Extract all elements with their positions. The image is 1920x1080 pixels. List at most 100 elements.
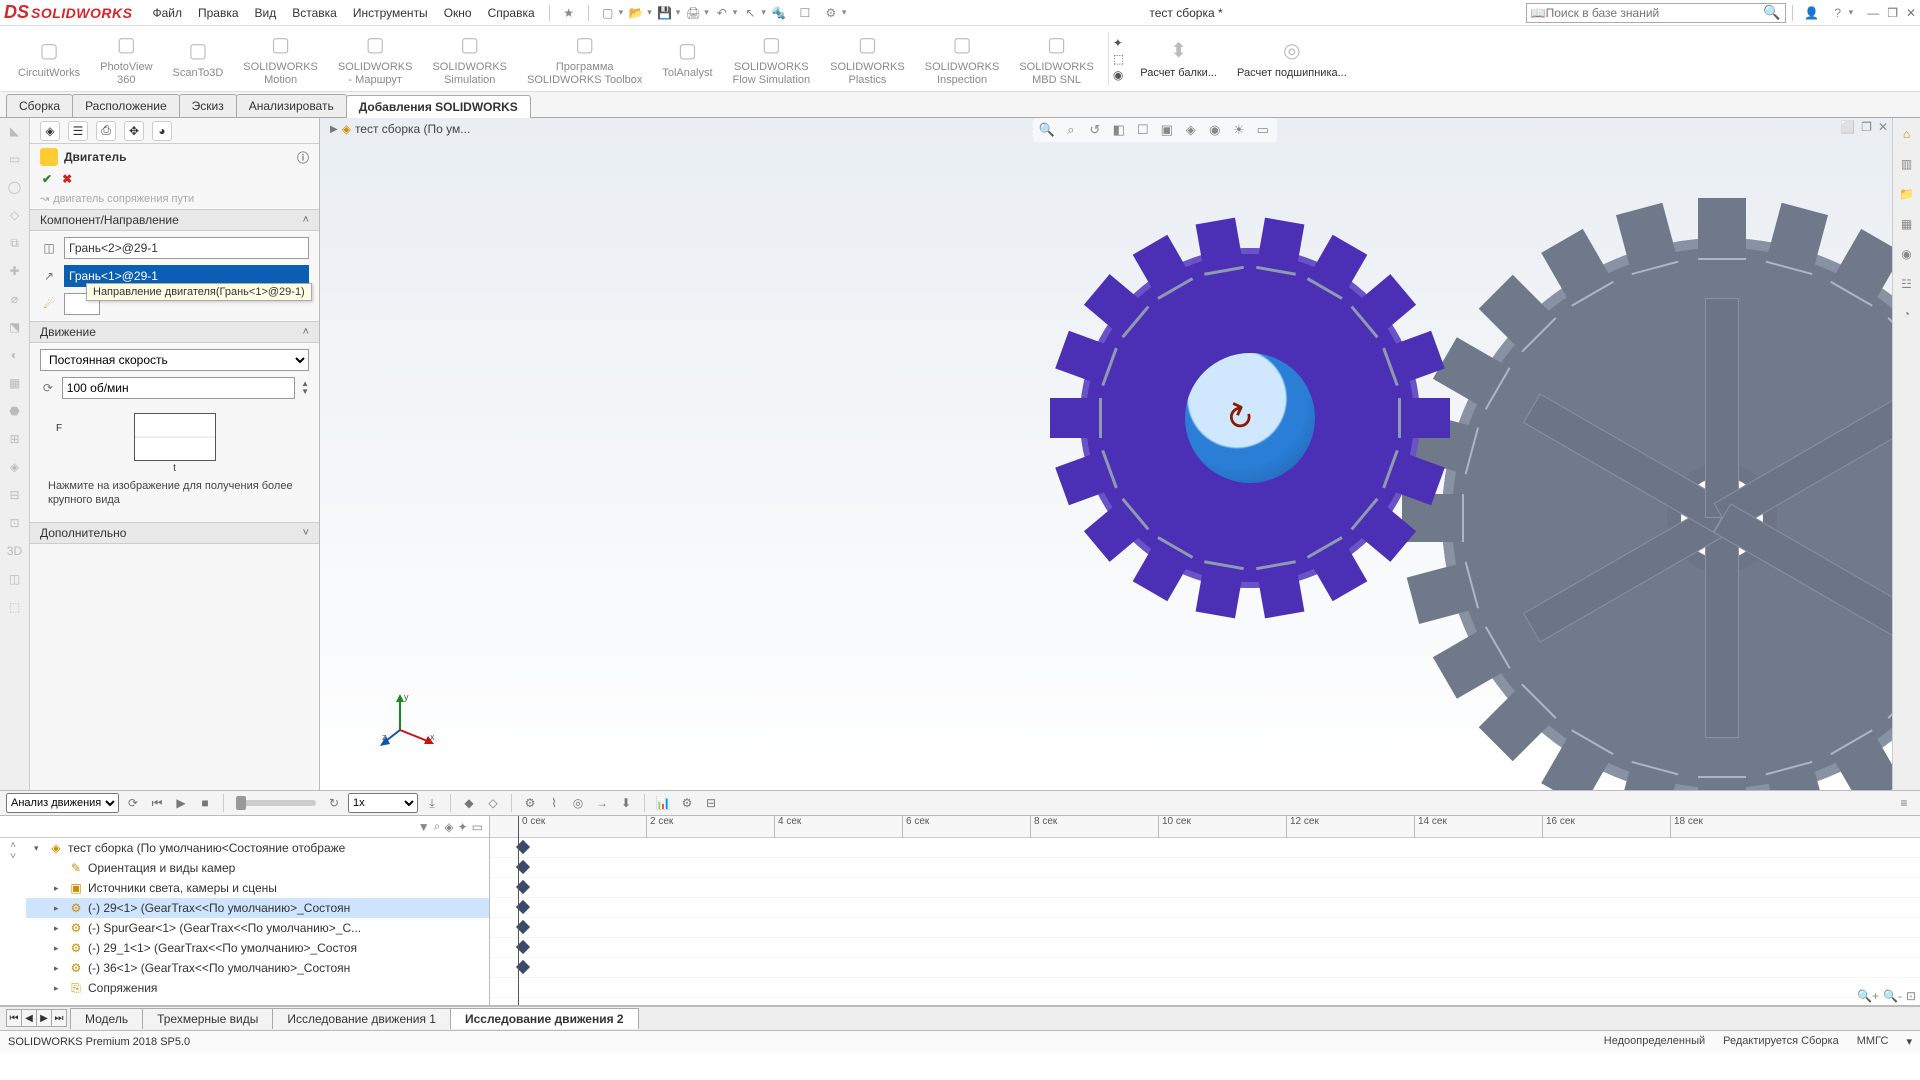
ribbon-small-icon[interactable]: ✦ [1113, 36, 1124, 50]
ribbon-command[interactable]: ▢SOLIDWORKSMBD SNL [1009, 31, 1104, 85]
open-icon[interactable]: 📂 [627, 4, 645, 22]
tool-icon[interactable]: ◐ [6, 346, 24, 364]
viewport-restore-icon[interactable]: ❐ [1861, 120, 1872, 134]
panel-tab-icon[interactable]: ◕ [152, 121, 172, 141]
breadcrumb[interactable]: ▶ ◈ тест сборка (По ум... [330, 122, 470, 136]
tool-icon[interactable]: ⬣ [6, 402, 24, 420]
tool-icon[interactable]: ◈ [6, 458, 24, 476]
gravity-icon[interactable]: ⬇ [616, 793, 636, 813]
autokey-icon[interactable]: ◇ [483, 793, 503, 813]
scene-icon[interactable]: ☀ [1229, 120, 1249, 140]
ribbon-command[interactable]: ▢TolAnalyst [652, 31, 722, 85]
viewport-max-icon[interactable]: ⬜ [1840, 120, 1855, 134]
tool-icon[interactable]: ▭ [6, 150, 24, 168]
study-type-select[interactable]: Анализ движения [6, 793, 119, 813]
playback-speed-select[interactable]: 1x [348, 793, 418, 813]
tool-icon[interactable]: ◇ [6, 206, 24, 224]
tree-node[interactable]: ▸⎘Сопряжения [26, 978, 489, 998]
print-icon[interactable]: 🖨 [684, 4, 702, 22]
menu-item[interactable]: Инструменты [345, 3, 436, 23]
command-tab[interactable]: Эскиз [179, 94, 237, 117]
section-motion[interactable]: Движение ˄ [30, 321, 319, 343]
stop-icon[interactable]: ■ [195, 793, 215, 813]
save-anim-icon[interactable]: ⤓ [422, 793, 442, 813]
command-tab[interactable]: Сборка [6, 94, 73, 117]
display-style-icon[interactable]: ▣ [1157, 120, 1177, 140]
appearances-icon[interactable]: ◉ [1897, 244, 1917, 264]
playhead[interactable] [518, 816, 519, 1005]
collapse-all-icon[interactable]: ˄ [10, 840, 16, 851]
ribbon-command[interactable]: ▢SOLIDWORKSPlastics [820, 31, 915, 85]
select-icon[interactable]: ↖ [741, 4, 759, 22]
new-icon[interactable]: ▢ [599, 4, 617, 22]
tool-icon[interactable]: ✚ [6, 262, 24, 280]
ribbon-command[interactable]: ▢CircuitWorks [8, 31, 90, 85]
tree-node[interactable]: ▸⚙(-) 29<1> (GearTrax<<По умолчанию>_Сос… [26, 898, 489, 918]
rebuild-icon[interactable]: 🔩 [770, 4, 788, 22]
home-icon[interactable]: ⌂ [1897, 124, 1917, 144]
spin-down-icon[interactable]: ▼ [301, 388, 309, 396]
ribbon-command[interactable]: ▢SOLIDWORKSSimulation [422, 31, 517, 85]
track-row[interactable] [490, 918, 1920, 938]
cancel-button[interactable]: ✖ [62, 172, 72, 186]
minimize-icon[interactable]: — [1867, 6, 1879, 20]
help-icon[interactable]: ⓘ [297, 149, 309, 166]
tool-icon[interactable]: ⊟ [6, 486, 24, 504]
tool-icon[interactable]: ◯ [6, 178, 24, 196]
view-palette-icon[interactable]: ▦ [1897, 214, 1917, 234]
filter-icon[interactable]: ▼ [418, 820, 430, 834]
graphics-viewport[interactable]: ▶ ◈ тест сборка (По ум... 🔍 ⌕ ↺ ◧ ☐ ▣ ◈ … [320, 118, 1892, 790]
zoom-fit-icon[interactable]: 🔍 [1037, 120, 1057, 140]
tree-node[interactable]: ▸⚙(-) 29_1<1> (GearTrax<<По умолчанию>_С… [26, 938, 489, 958]
track-row[interactable] [490, 938, 1920, 958]
track-row[interactable] [490, 978, 1920, 998]
tool-icon[interactable]: ◣ [6, 122, 24, 140]
restore-icon[interactable]: ❐ [1887, 6, 1898, 20]
timeline-tracks[interactable]: 0 сек2 сек4 сек6 сек8 сек10 сек12 сек14 … [490, 816, 1920, 1005]
resources-icon[interactable]: ▥ [1897, 154, 1917, 174]
star-icon[interactable]: ★ [560, 4, 578, 22]
panel-tab-icon[interactable]: ◈ [40, 121, 60, 141]
tree-node[interactable]: ▸⚙(-) 36<1> (GearTrax<<По умолчанию>_Сос… [26, 958, 489, 978]
track-row[interactable] [490, 898, 1920, 918]
bottom-tab[interactable]: Трехмерные виды [142, 1008, 273, 1029]
expand-icon[interactable]: ▸ [54, 983, 64, 994]
command-tab[interactable]: Анализировать [236, 94, 347, 117]
viewport-close-icon[interactable]: ✕ [1878, 120, 1888, 134]
speed-input[interactable] [62, 377, 295, 399]
options-icon[interactable]: ☐ [796, 4, 814, 22]
expand-icon[interactable]: ▸ [54, 903, 64, 914]
motor-add-icon[interactable]: ⚙ [520, 793, 540, 813]
track-row[interactable] [490, 958, 1920, 978]
panel-tab-icon[interactable]: ✥ [124, 121, 144, 141]
library-icon[interactable]: 📁 [1897, 184, 1917, 204]
settings-icon[interactable]: ⚙ [677, 793, 697, 813]
tool-icon[interactable]: ▦ [6, 374, 24, 392]
loop-icon[interactable]: ↻ [324, 793, 344, 813]
calculate-icon[interactable]: ⟳ [123, 793, 143, 813]
help-icon[interactable]: ? [1829, 4, 1847, 22]
component-field[interactable]: Грань<2>@29-1 [64, 237, 309, 259]
menu-item[interactable]: Файл [144, 3, 190, 23]
speed-type-select[interactable]: Постоянная скорость [40, 349, 309, 371]
filter-icon[interactable]: ✦ [458, 820, 468, 834]
force-icon[interactable]: → [592, 793, 612, 813]
tool-icon[interactable]: ⧉ [6, 234, 24, 252]
ribbon-small-icon[interactable]: ◉ [1113, 68, 1124, 82]
ribbon-small-icon[interactable]: ⬚ [1113, 52, 1124, 66]
expand-icon[interactable]: ▸ [54, 963, 64, 974]
filter-icon[interactable]: ▭ [472, 820, 483, 834]
tool-icon[interactable]: ◫ [6, 570, 24, 588]
play-start-icon[interactable]: ⏮ [147, 793, 167, 813]
ribbon-command[interactable]: ▢ScanTo3D [163, 31, 234, 85]
filter-icon[interactable]: ⌕ [434, 819, 441, 834]
filter-icon[interactable]: ◈ [444, 820, 453, 834]
playback-slider[interactable] [236, 800, 316, 806]
save-icon[interactable]: 💾 [656, 4, 674, 22]
tab-next-icon[interactable]: ▶ [36, 1009, 52, 1027]
command-tab[interactable]: Расположение [72, 94, 180, 117]
bearing-calc-button[interactable]: ◎ Расчет подшипника... [1227, 37, 1357, 79]
expand-icon[interactable]: ▸ [54, 883, 64, 894]
tree-node[interactable]: ▸▣Источники света, камеры и сцены [26, 878, 489, 898]
bottom-tab[interactable]: Исследование движения 2 [450, 1008, 639, 1029]
